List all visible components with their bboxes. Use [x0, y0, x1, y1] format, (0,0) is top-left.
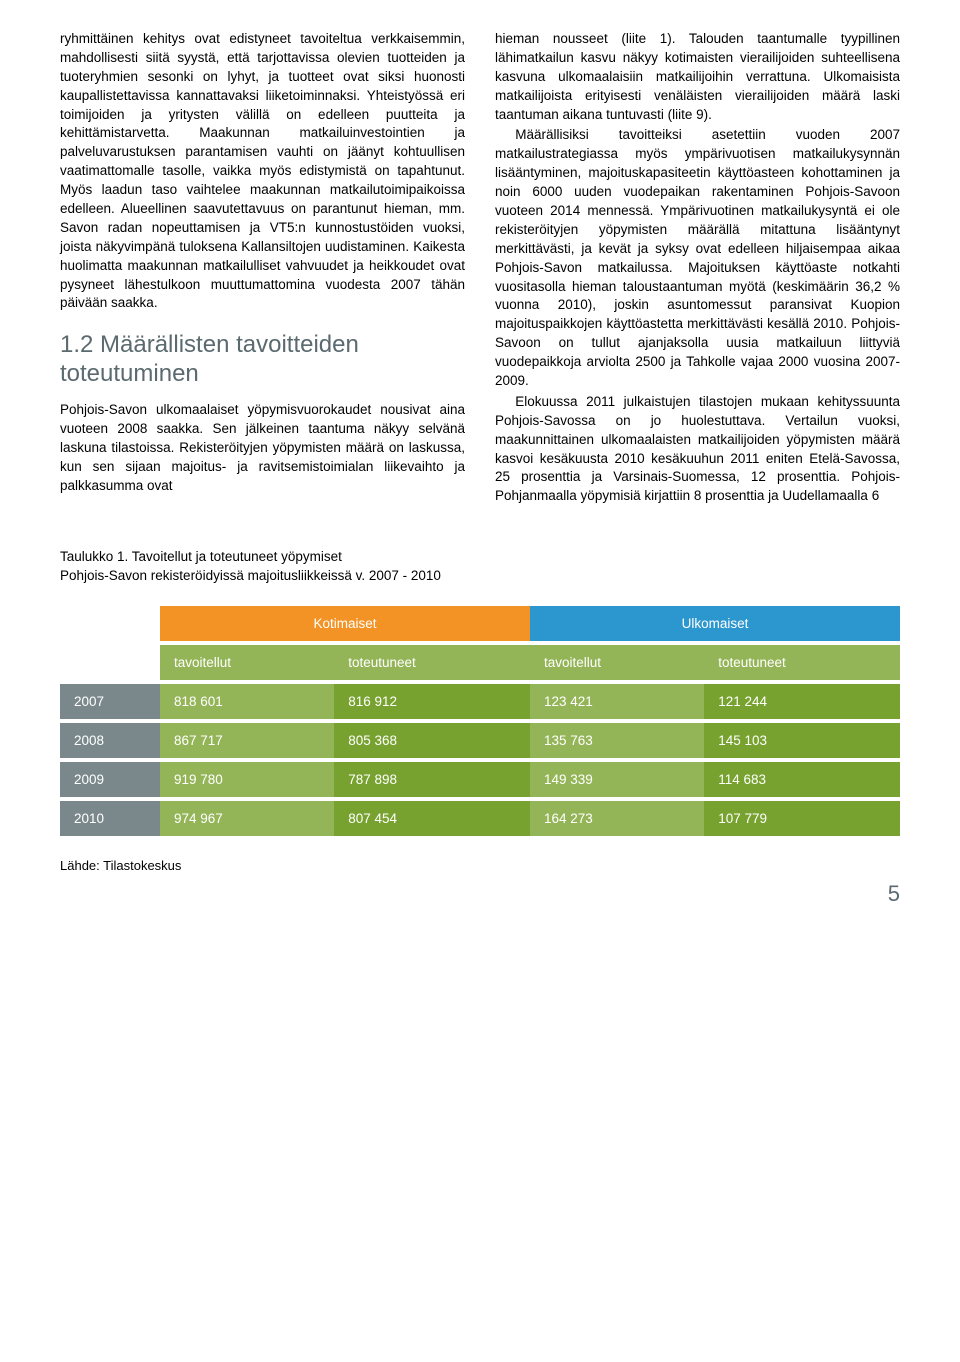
section-heading: 1.2 Määrällisten tavoitteiden toteutumin… — [60, 331, 465, 389]
year-cell: 2009 — [60, 762, 160, 797]
sub-header: tavoitellut — [160, 645, 334, 680]
page-number: 5 — [60, 881, 900, 907]
data-cell: 114 683 — [704, 762, 900, 797]
year-cell: 2010 — [60, 801, 160, 836]
paragraph: Määrällisiksi tavoitteiksi asetettiin vu… — [495, 126, 900, 390]
left-column: ryhmittäinen kehitys ovat edistyneet tav… — [60, 30, 465, 508]
sub-header: toteutuneet — [704, 645, 900, 680]
paragraph: ryhmittäinen kehitys ovat edistyneet tav… — [60, 30, 465, 313]
table-row: 2009919 780787 898149 339114 683 — [60, 762, 900, 797]
sub-header: tavoitellut — [530, 645, 704, 680]
table-source: Lähde: Tilastokeskus — [60, 858, 900, 873]
table-group-header-row: Kotimaiset Ulkomaiset — [60, 606, 900, 641]
table-row: 2010974 967807 454164 273107 779 — [60, 801, 900, 836]
data-cell: 974 967 — [160, 801, 334, 836]
table-sub-header-row: tavoitellut toteutuneet tavoitellut tote… — [60, 645, 900, 680]
table-row: 2007818 601816 912123 421121 244 — [60, 684, 900, 719]
data-cell: 805 368 — [334, 723, 530, 758]
data-cell: 164 273 — [530, 801, 704, 836]
caption-line: Taulukko 1. Tavoitellut ja toteutuneet y… — [60, 549, 342, 564]
paragraph: Elokuussa 2011 julkaistujen tilastojen m… — [495, 393, 900, 506]
data-cell: 818 601 — [160, 684, 334, 719]
data-table: Kotimaiset Ulkomaiset tavoitellut toteut… — [60, 602, 900, 840]
right-column: hieman nousseet (liite 1). Talouden taan… — [495, 30, 900, 508]
data-cell: 107 779 — [704, 801, 900, 836]
empty-cell — [60, 645, 160, 680]
year-cell: 2007 — [60, 684, 160, 719]
year-cell: 2008 — [60, 723, 160, 758]
data-cell: 121 244 — [704, 684, 900, 719]
empty-cell — [60, 606, 160, 641]
table-caption: Taulukko 1. Tavoitellut ja toteutuneet y… — [60, 548, 900, 586]
data-cell: 919 780 — [160, 762, 334, 797]
paragraph: hieman nousseet (liite 1). Talouden taan… — [495, 30, 900, 124]
group-header-foreign: Ulkomaiset — [530, 606, 900, 641]
data-cell: 787 898 — [334, 762, 530, 797]
table-row: 2008867 717805 368135 763145 103 — [60, 723, 900, 758]
data-cell: 145 103 — [704, 723, 900, 758]
data-cell: 807 454 — [334, 801, 530, 836]
data-cell: 135 763 — [530, 723, 704, 758]
table-body: 2007818 601816 912123 421121 244 2008867 … — [60, 684, 900, 836]
paragraph: Pohjois-Savon ulkomaalaiset yöpymisvuoro… — [60, 401, 465, 495]
caption-line: Pohjois-Savon rekisteröidyissä majoitusl… — [60, 568, 441, 583]
data-cell: 816 912 — [334, 684, 530, 719]
group-header-domestic: Kotimaiset — [160, 606, 530, 641]
data-cell: 149 339 — [530, 762, 704, 797]
data-cell: 867 717 — [160, 723, 334, 758]
sub-header: toteutuneet — [334, 645, 530, 680]
data-cell: 123 421 — [530, 684, 704, 719]
text-columns: ryhmittäinen kehitys ovat edistyneet tav… — [60, 30, 900, 508]
